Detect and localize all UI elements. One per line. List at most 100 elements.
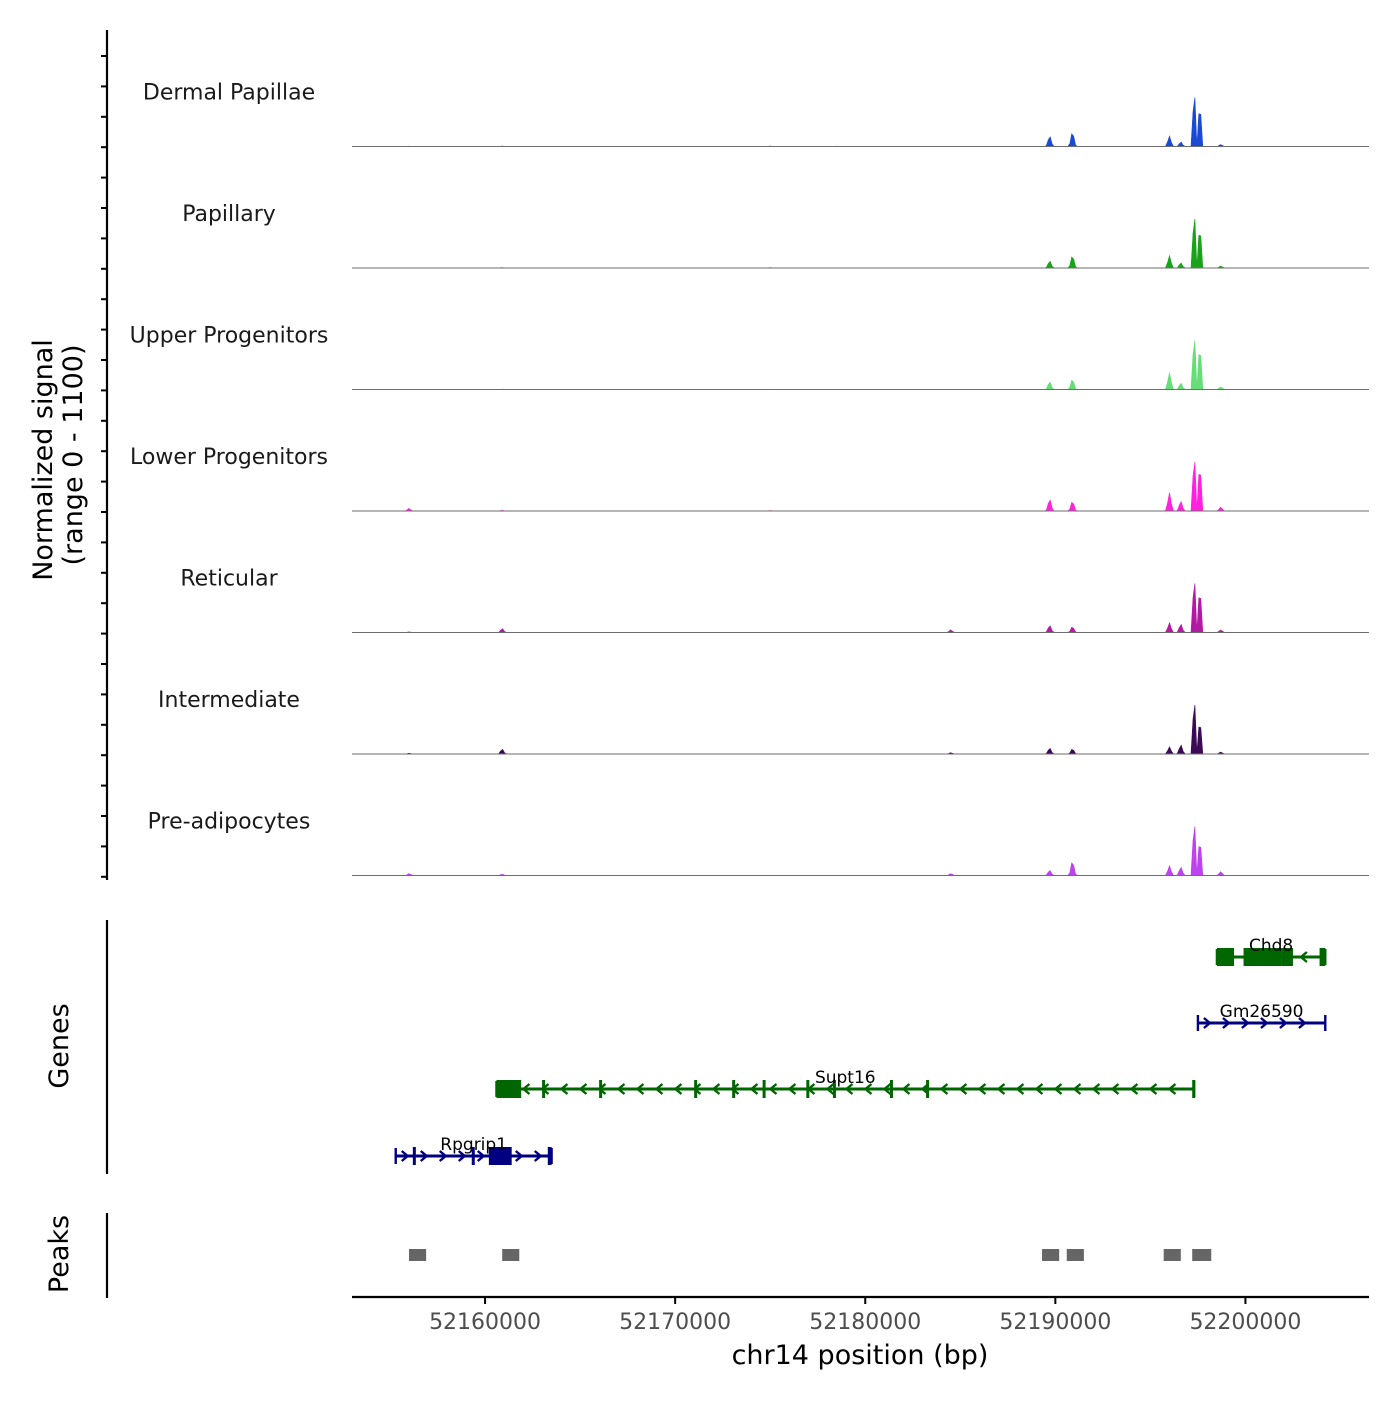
strand-arrow bbox=[958, 1083, 968, 1095]
strand-arrow bbox=[1222, 1017, 1231, 1029]
exon bbox=[488, 1147, 512, 1165]
x-tick-label: 52200000 bbox=[1189, 1310, 1301, 1335]
strand-arrow bbox=[901, 1083, 911, 1095]
gene-label: Chd8 bbox=[1249, 936, 1293, 956]
peak-region bbox=[1192, 1249, 1212, 1261]
strand-arrow bbox=[977, 1083, 987, 1095]
exon bbox=[412, 1147, 416, 1165]
strand-arrow bbox=[654, 1083, 664, 1095]
track-label: Dermal Papillae bbox=[143, 81, 315, 106]
x-tick-label: 52180000 bbox=[809, 1310, 921, 1335]
exon bbox=[762, 1080, 766, 1098]
strand-arrow bbox=[1110, 1083, 1120, 1095]
strand-arrow bbox=[996, 1083, 1006, 1095]
exon bbox=[542, 1080, 546, 1098]
strand-arrow bbox=[1129, 1083, 1139, 1095]
strand-arrow bbox=[1203, 1017, 1212, 1029]
strand-arrow bbox=[1279, 1017, 1288, 1029]
track-label: Lower Progenitors bbox=[130, 445, 328, 470]
peak-region bbox=[1066, 1249, 1084, 1261]
exon bbox=[547, 1147, 552, 1165]
strand-arrow bbox=[476, 1150, 486, 1162]
coverage-area-lower-progenitors bbox=[352, 461, 1369, 512]
x-axis: 52160000 52170000 52180000 52190000 52200000 bbox=[352, 1295, 1369, 1335]
peak-region bbox=[409, 1249, 427, 1261]
track-label: Intermediate bbox=[158, 688, 300, 713]
strand-arrow bbox=[419, 1150, 429, 1162]
exon bbox=[599, 1080, 603, 1098]
strand-arrow bbox=[1091, 1083, 1101, 1095]
peak-region bbox=[1042, 1249, 1060, 1261]
strand-arrow bbox=[1148, 1083, 1158, 1095]
coverage-area-dermal-papillae bbox=[352, 97, 1369, 147]
x-axis-label: chr14 position (bp) bbox=[732, 1340, 989, 1371]
strand-arrow bbox=[400, 1150, 410, 1162]
strand-arrow bbox=[673, 1083, 683, 1095]
x-tick-label: 52160000 bbox=[429, 1310, 541, 1335]
genes-axis-label: Genes bbox=[44, 1003, 75, 1088]
track-label: Pre-adipocytes bbox=[148, 810, 311, 835]
exon bbox=[496, 1080, 522, 1098]
coverage-area-intermediate bbox=[352, 704, 1369, 755]
coverage-tracks bbox=[352, 97, 1369, 876]
exon bbox=[806, 1080, 810, 1098]
coverage-area-reticular bbox=[352, 583, 1369, 633]
exon bbox=[1216, 948, 1235, 966]
peak-track bbox=[409, 1249, 1212, 1261]
gene-rpgrip1: Rpgrip1 bbox=[394, 1135, 553, 1165]
x-tick-label: 52170000 bbox=[619, 1310, 731, 1335]
track-label: Upper Progenitors bbox=[130, 324, 329, 349]
strand-arrow bbox=[1072, 1083, 1082, 1095]
y-axis-label-line1: Normalized signal bbox=[28, 339, 59, 581]
strand-arrow bbox=[711, 1083, 721, 1095]
exon bbox=[1243, 948, 1282, 966]
gene-supt16: Supt16 bbox=[495, 1068, 1196, 1098]
coverage-area-upper-progenitors bbox=[352, 340, 1369, 390]
peak-region bbox=[502, 1249, 520, 1261]
strand-arrow bbox=[635, 1083, 645, 1095]
y-axis-label-line2: (range 0 - 1100) bbox=[58, 345, 89, 566]
strand-arrow bbox=[578, 1083, 588, 1095]
peaks-axis-label: Peaks bbox=[44, 1215, 75, 1293]
track-label: Papillary bbox=[182, 202, 276, 227]
strand-arrow bbox=[1298, 1017, 1307, 1029]
gene-label: Rpgrip1 bbox=[440, 1135, 507, 1155]
gene-track: Chd8 Gm26590 Supt16 Rpgrip1 bbox=[394, 936, 1327, 1165]
strand-arrow bbox=[1167, 1083, 1177, 1095]
gene-chd8: Chd8 bbox=[1215, 936, 1327, 966]
exon bbox=[732, 1080, 736, 1098]
exon bbox=[471, 1147, 475, 1165]
strand-arrow bbox=[514, 1150, 524, 1162]
strand-arrow bbox=[1260, 1017, 1269, 1029]
strand-arrow bbox=[521, 1083, 531, 1095]
strand-arrow bbox=[457, 1150, 467, 1162]
gene-label: Gm26590 bbox=[1220, 1002, 1304, 1022]
strand-arrow bbox=[1241, 1017, 1250, 1029]
strand-arrow bbox=[844, 1083, 854, 1095]
strand-arrow bbox=[768, 1083, 778, 1095]
exon bbox=[832, 1080, 836, 1098]
x-tick-label: 52190000 bbox=[999, 1310, 1111, 1335]
track-labels: Dermal Papillae Papillary Upper Progenitor… bbox=[130, 81, 329, 835]
strand-arrow bbox=[1299, 951, 1308, 963]
gene-label: Supt16 bbox=[815, 1068, 876, 1088]
strand-arrow bbox=[825, 1083, 835, 1095]
coverage-area-papillary bbox=[352, 218, 1369, 269]
strand-arrow bbox=[863, 1083, 873, 1095]
strand-arrow bbox=[616, 1083, 626, 1095]
strand-arrow bbox=[882, 1083, 892, 1095]
strand-arrow bbox=[939, 1083, 949, 1095]
strand-arrow bbox=[559, 1083, 569, 1095]
exon bbox=[926, 1080, 930, 1098]
exon bbox=[889, 1080, 893, 1098]
strand-arrow bbox=[533, 1150, 543, 1162]
exon bbox=[694, 1080, 698, 1098]
strand-arrow bbox=[1034, 1083, 1044, 1095]
track-label: Reticular bbox=[180, 567, 278, 592]
strand-arrow bbox=[1053, 1083, 1063, 1095]
strand-arrow bbox=[438, 1150, 448, 1162]
strand-arrow bbox=[749, 1083, 759, 1095]
strand-arrow bbox=[1015, 1083, 1025, 1095]
